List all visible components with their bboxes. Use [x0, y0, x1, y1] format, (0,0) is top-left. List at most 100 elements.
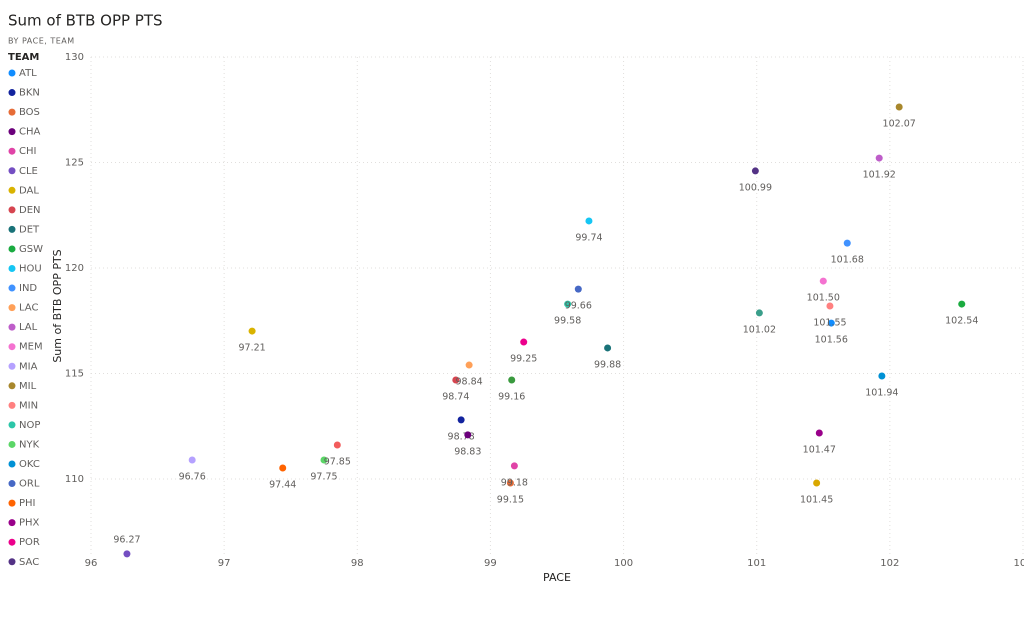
legend-label: NYK: [19, 439, 40, 450]
y-tick-label: 125: [65, 157, 84, 168]
chart-title: Sum of BTB OPP PTS: [8, 12, 163, 30]
y-tick-label: 110: [65, 474, 84, 485]
x-tick-label: 99: [484, 558, 497, 569]
data-label: 99.58: [554, 316, 581, 327]
legend-marker: [8, 362, 16, 370]
data-label: 101.92: [863, 170, 896, 181]
data-label: 101.02: [743, 324, 776, 335]
data-point: [188, 456, 196, 464]
x-tick-label: 100: [614, 558, 633, 569]
data-point: [279, 464, 287, 472]
data-label: 101.50: [807, 293, 840, 304]
x-tick-label: 102: [880, 558, 899, 569]
data-point: [751, 167, 759, 175]
legend-label: GSW: [19, 244, 43, 255]
legend-label: DEN: [19, 205, 41, 216]
data-label: 99.15: [497, 494, 524, 505]
legend-marker: [8, 343, 16, 351]
data-point: [333, 441, 341, 449]
data-point: [123, 550, 131, 558]
legend-label: NOP: [19, 420, 40, 431]
data-label: 101.94: [865, 388, 898, 399]
data-point: [819, 277, 827, 285]
legend-label: BOS: [19, 107, 40, 118]
legend-label: LAL: [19, 322, 38, 333]
legend-marker: [8, 519, 16, 527]
data-point: [827, 319, 835, 327]
legend-marker: [8, 206, 16, 214]
legend-label: CHI: [19, 146, 36, 157]
data-point: [510, 462, 518, 470]
data-point: [464, 431, 472, 439]
data-point: [506, 479, 514, 487]
data-label: 101.55: [813, 317, 846, 328]
data-label: 99.16: [498, 392, 525, 403]
x-tick-label: 97: [218, 558, 231, 569]
data-label: 99.88: [594, 359, 621, 370]
legend-marker: [8, 304, 16, 312]
data-label: 102.07: [883, 119, 916, 130]
legend-label: IND: [19, 283, 37, 294]
legend-marker: [8, 69, 16, 77]
legend-marker: [8, 558, 16, 566]
legend-label: LAC: [19, 303, 38, 314]
data-label: 97.85: [324, 457, 351, 468]
data-point: [248, 327, 256, 335]
y-axis-label: Sum of BTB OPP PTS: [51, 249, 64, 362]
data-point: [843, 239, 851, 247]
legend-label: CHA: [19, 127, 41, 138]
legend-label: ORL: [19, 479, 40, 490]
data-label: 102.54: [945, 316, 978, 327]
data-point: [508, 376, 516, 384]
legend-marker: [8, 128, 16, 136]
y-tick-label: 130: [65, 52, 84, 63]
data-point: [320, 456, 328, 464]
legend-label: DAL: [19, 185, 39, 196]
data-point: [452, 376, 460, 384]
data-label: 96.27: [113, 534, 140, 545]
legend-label: PHI: [19, 498, 36, 509]
legend-label: PHX: [19, 518, 40, 529]
data-label: 100.99: [739, 182, 772, 193]
x-tick-label: 103: [1013, 558, 1024, 569]
data-point: [815, 429, 823, 437]
legend-label: MIN: [19, 400, 38, 411]
data-point: [465, 361, 473, 369]
data-point: [755, 309, 763, 317]
legend-marker: [8, 186, 16, 194]
data-point: [585, 217, 593, 225]
legend-marker: [8, 265, 16, 272]
legend-label: SAC: [19, 557, 39, 568]
legend-label: MIA: [19, 361, 38, 372]
legend-label: DET: [19, 224, 40, 235]
legend-marker: [8, 108, 16, 116]
data-label: 98.83: [454, 446, 481, 457]
legend-marker: [8, 225, 16, 233]
legend-marker: [8, 538, 16, 546]
data-label: 99.18: [501, 477, 528, 488]
data-point: [457, 416, 465, 424]
chart-subtitle: BY PACE, TEAM: [8, 37, 75, 46]
legend-label: HOU: [19, 264, 42, 275]
data-point: [875, 154, 883, 162]
legend-marker: [8, 89, 16, 97]
legend-marker: [8, 245, 16, 253]
legend-marker: [8, 460, 16, 468]
data-point: [826, 302, 834, 310]
x-tick-label: 96: [85, 558, 98, 569]
legend-title: TEAM: [8, 52, 39, 63]
legend-label: ATL: [19, 68, 37, 79]
legend-marker: [8, 323, 16, 331]
legend-marker: [8, 382, 16, 390]
data-label: 97.75: [310, 471, 337, 482]
legend-marker: [8, 421, 16, 429]
data-point: [895, 103, 903, 111]
legend-label: MEM: [19, 342, 43, 353]
legend-marker: [8, 480, 16, 488]
legend-marker: [8, 167, 16, 175]
data-point: [520, 338, 528, 346]
data-label: 98.84: [456, 377, 483, 388]
legend-marker: [8, 284, 16, 292]
data-label: 99.74: [575, 232, 602, 243]
